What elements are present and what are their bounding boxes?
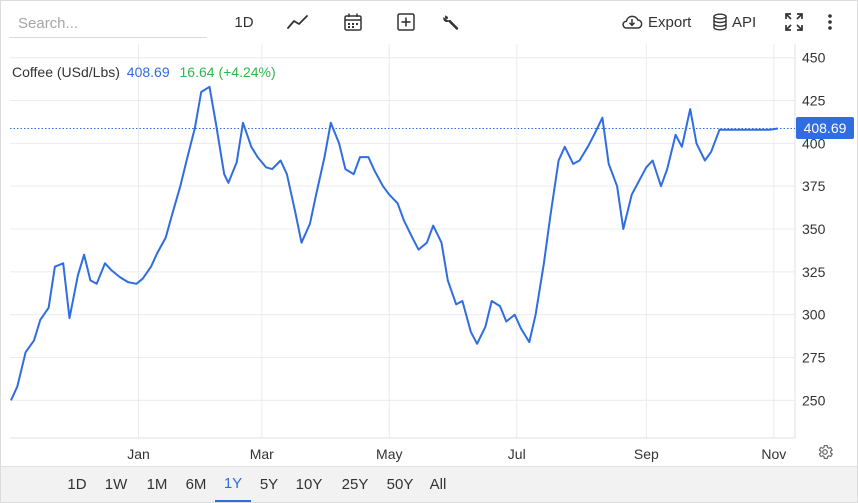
add-indicator-button[interactable]	[393, 10, 419, 34]
export-button[interactable]: Export	[621, 10, 697, 34]
api-label: API	[732, 13, 757, 31]
date-range-button[interactable]	[340, 10, 366, 34]
chart-type-button[interactable]	[284, 10, 312, 34]
range-button-1y[interactable]: 1Y	[215, 467, 251, 502]
range-button-10y[interactable]: 10Y	[295, 476, 323, 493]
x-tick-label: Sep	[634, 446, 659, 462]
search-input[interactable]	[9, 10, 207, 38]
fullscreen-button[interactable]	[781, 10, 807, 34]
range-button-50y[interactable]: 50Y	[386, 476, 414, 493]
last-price-tag: 408.69	[796, 117, 854, 140]
legend-symbol-name: Coffee (USd/Lbs)	[12, 64, 120, 80]
fullscreen-icon	[785, 13, 803, 31]
x-tick-label: Nov	[761, 446, 786, 462]
range-button-1m[interactable]: 1M	[146, 476, 168, 493]
y-tick-label: 425	[802, 93, 826, 109]
more-options-button[interactable]	[820, 10, 840, 34]
y-tick-label: 275	[802, 349, 826, 365]
range-selector: 1D 1W 1M 6M 1Y 5Y 10Y 25Y 50Y All	[1, 466, 857, 502]
chart-grid	[10, 44, 796, 439]
price-line	[10, 85, 779, 401]
wrench-icon	[443, 15, 459, 30]
x-tick-label: Mar	[250, 446, 274, 462]
y-tick-label: 325	[802, 264, 826, 280]
cloud-download-icon	[622, 15, 643, 29]
y-tick-label: 350	[802, 221, 826, 237]
line-chart-icon	[287, 15, 308, 29]
y-tick-label: 400	[802, 135, 826, 151]
range-button-25y[interactable]: 25Y	[341, 476, 369, 493]
add-indicator-icon	[397, 13, 415, 31]
x-tick-label: Jan	[127, 446, 150, 462]
range-button-1w[interactable]: 1W	[104, 476, 128, 493]
range-button-6m[interactable]: 6M	[185, 476, 207, 493]
y-tick-label: 250	[802, 392, 826, 408]
chart-legend: Coffee (USd/Lbs) 408.69 16.64 (+4.24%)	[12, 64, 276, 80]
price-chart[interactable]: Jan Mar May Jul Sep Nov 250 275 300 325 350 375 400…	[0, 44, 858, 466]
calendar-icon	[344, 13, 362, 31]
x-axis: Jan Mar May Jul Sep Nov	[127, 446, 786, 462]
api-button[interactable]: API	[712, 10, 762, 34]
range-button-1d[interactable]: 1D	[67, 476, 87, 493]
toolbar: 1D Export	[0, 0, 858, 44]
more-vertical-icon	[828, 14, 832, 30]
x-tick-label: Jul	[508, 446, 526, 462]
range-button-all[interactable]: All	[429, 476, 447, 493]
database-icon	[713, 13, 727, 31]
legend-price: 408.69	[126, 64, 170, 80]
y-tick-label: 450	[802, 50, 826, 66]
interval-label: 1D	[234, 13, 254, 31]
chart-settings-button[interactable]	[814, 441, 836, 463]
x-tick-label: May	[376, 446, 402, 462]
drawing-tools-button[interactable]	[439, 10, 465, 34]
range-button-5y[interactable]: 5Y	[259, 476, 279, 493]
y-tick-label: 375	[802, 178, 826, 194]
y-axis: 250 275 300 325 350 375 400 425 450	[802, 50, 826, 409]
gear-icon	[818, 444, 833, 460]
interval-button[interactable]: 1D	[228, 10, 260, 34]
legend-change: 16.64 (+4.24%)	[179, 64, 276, 80]
export-label: Export	[648, 13, 692, 31]
y-tick-label: 300	[802, 307, 826, 323]
